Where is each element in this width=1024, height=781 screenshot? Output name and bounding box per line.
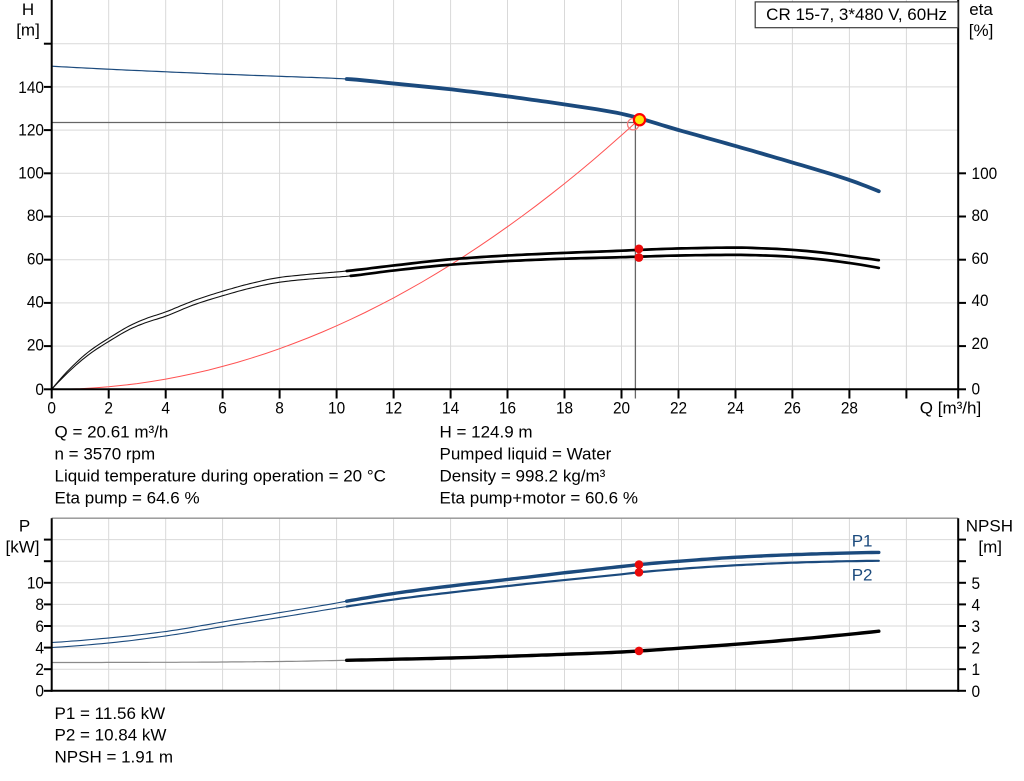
svg-text:14: 14 [442, 398, 459, 417]
svg-text:0: 0 [35, 380, 44, 399]
svg-text:Eta pump+motor = 60.6 %: Eta pump+motor = 60.6 % [440, 489, 638, 508]
svg-text:120: 120 [18, 121, 44, 140]
svg-text:2: 2 [104, 398, 113, 417]
svg-text:6: 6 [218, 398, 227, 417]
svg-text:8: 8 [35, 595, 44, 614]
svg-text:P2: P2 [852, 566, 873, 585]
svg-text:2: 2 [972, 639, 981, 658]
svg-text:Liquid temperature during oper: Liquid temperature during operation = 20… [55, 467, 386, 486]
svg-text:140: 140 [18, 78, 44, 97]
svg-text:20: 20 [613, 398, 630, 417]
svg-text:24: 24 [727, 398, 744, 417]
svg-text:1: 1 [972, 660, 981, 679]
svg-text:4: 4 [972, 595, 981, 614]
svg-text:Eta pump = 64.6 %: Eta pump = 64.6 % [55, 489, 200, 508]
svg-text:Q [m³/h]: Q [m³/h] [920, 398, 981, 417]
svg-text:100: 100 [18, 164, 44, 183]
svg-text:10: 10 [328, 398, 345, 417]
svg-text:4: 4 [161, 398, 170, 417]
svg-text:80: 80 [972, 206, 989, 225]
svg-text:0: 0 [972, 380, 981, 399]
svg-text:8: 8 [275, 398, 284, 417]
svg-text:16: 16 [499, 398, 516, 417]
svg-text:[kW]: [kW] [6, 538, 40, 557]
svg-text:0: 0 [972, 682, 981, 701]
svg-text:[%]: [%] [969, 21, 994, 40]
svg-text:60: 60 [27, 250, 44, 269]
svg-text:H: H [22, 0, 34, 19]
svg-text:4: 4 [35, 638, 44, 657]
svg-text:H = 124.9 m: H = 124.9 m [440, 423, 533, 442]
svg-text:60: 60 [972, 249, 989, 268]
svg-text:eta: eta [969, 0, 993, 19]
svg-text:Q = 20.61 m³/h: Q = 20.61 m³/h [55, 423, 169, 442]
svg-text:20: 20 [27, 336, 44, 355]
svg-text:P1 = 11.56 kW: P1 = 11.56 kW [55, 704, 166, 723]
svg-text:100: 100 [972, 164, 998, 183]
svg-text:[m]: [m] [978, 538, 1002, 557]
svg-text:12: 12 [385, 398, 402, 417]
svg-text:[m]: [m] [16, 21, 40, 40]
svg-text:20: 20 [972, 334, 989, 353]
svg-text:Pumped liquid = Water: Pumped liquid = Water [440, 445, 612, 464]
svg-text:5: 5 [972, 574, 981, 593]
svg-text:18: 18 [556, 398, 573, 417]
svg-text:CR 15-7, 3*480 V, 60Hz: CR 15-7, 3*480 V, 60Hz [766, 5, 947, 24]
svg-text:P: P [19, 517, 30, 536]
svg-text:P1: P1 [852, 532, 873, 551]
svg-text:0: 0 [47, 398, 56, 417]
svg-text:22: 22 [670, 398, 687, 417]
svg-text:26: 26 [784, 398, 801, 417]
svg-text:NPSH = 1.91 m: NPSH = 1.91 m [55, 747, 174, 766]
svg-text:6: 6 [35, 617, 44, 636]
svg-text:n = 3570 rpm: n = 3570 rpm [55, 445, 156, 464]
svg-text:NPSH: NPSH [966, 517, 1013, 536]
svg-text:28: 28 [841, 398, 858, 417]
svg-text:0: 0 [35, 682, 44, 701]
svg-text:2: 2 [35, 660, 44, 679]
svg-text:Density = 998.2 kg/m³: Density = 998.2 kg/m³ [440, 467, 606, 486]
svg-text:3: 3 [972, 617, 981, 636]
svg-text:P2 = 10.84 kW: P2 = 10.84 kW [55, 726, 167, 745]
svg-text:40: 40 [972, 291, 989, 310]
svg-text:40: 40 [27, 293, 44, 312]
svg-text:10: 10 [27, 574, 44, 593]
svg-text:80: 80 [27, 206, 44, 225]
